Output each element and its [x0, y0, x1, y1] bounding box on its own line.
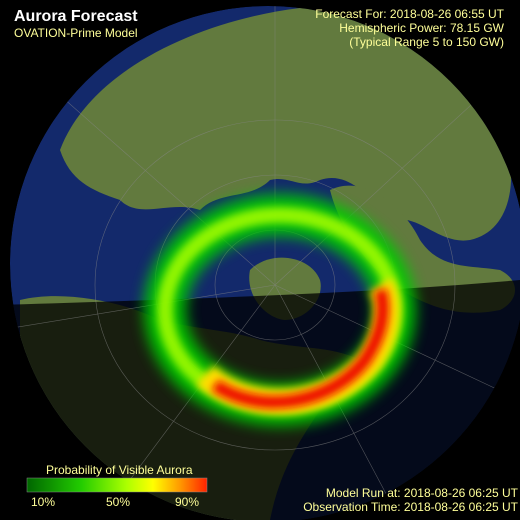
typical-range: (Typical Range 5 to 150 GW): [349, 35, 504, 49]
legend-label: 10%: [31, 495, 55, 509]
hemispheric-power: Hemispheric Power: 78.15 GW: [339, 21, 504, 35]
legend-scale: [26, 477, 208, 493]
observation-time: Observation Time: 2018-08-26 06:25 UT: [303, 500, 518, 514]
legend-label: 50%: [106, 495, 130, 509]
aurora-oval: [144, 194, 416, 426]
landmass-europe: [330, 185, 515, 313]
model-run: Model Run at: 2018-08-26 06:25 UT: [326, 486, 519, 500]
aurora-peak: [211, 287, 390, 409]
subtitle: OVATION-Prime Model: [14, 26, 138, 40]
title: Aurora Forecast: [14, 8, 138, 25]
forecast-time: Forecast For: 2018-08-26 06:55 UT: [315, 7, 504, 21]
legend-title: Probability of Visible Aurora: [46, 463, 193, 477]
legend-label: 90%: [175, 495, 199, 509]
landmass-eurasia: [60, 8, 512, 241]
